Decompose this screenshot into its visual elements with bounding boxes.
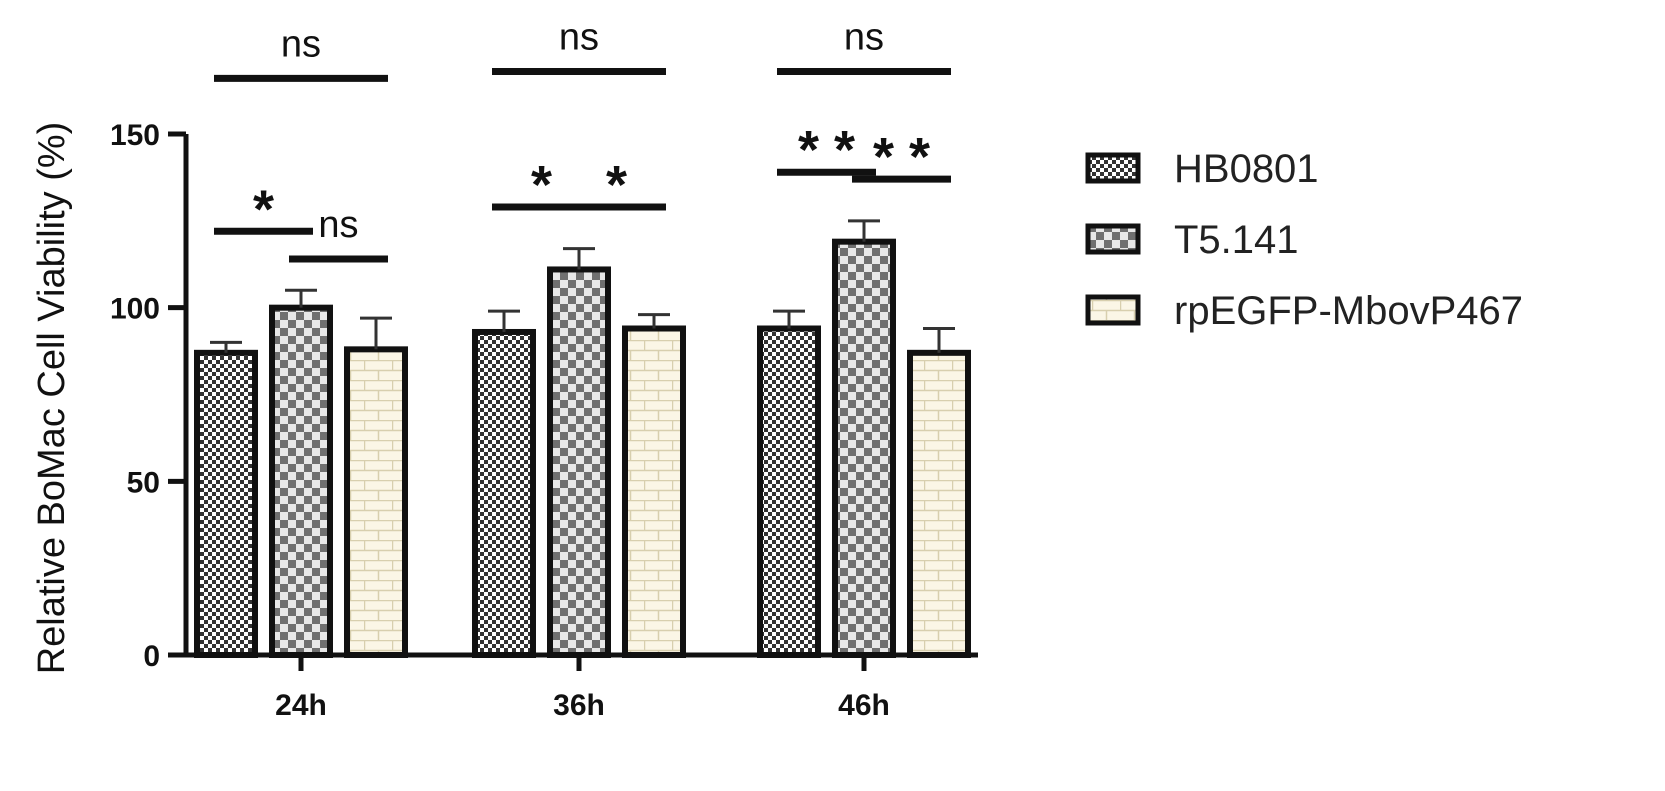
- y-axis-label: Relative BoMac Cell Viability (%): [31, 122, 73, 675]
- bar-hb0801-24h: [194, 349, 258, 658]
- legend-label: HB0801: [1174, 147, 1319, 191]
- y-tick-label: 0: [143, 640, 160, 673]
- legend-label: rpEGFP-MbovP467: [1174, 289, 1523, 333]
- y-tick-label: 150: [110, 119, 160, 152]
- significance-label: * *: [873, 127, 930, 187]
- x-tick-label: 46h: [838, 689, 890, 722]
- plot-area: 0 50 100 150 24h 36h 46h * ns ns * * ns * * * * ns: [110, 16, 978, 722]
- y-tick-label: 50: [127, 466, 160, 499]
- bar-hb0801-46h: [757, 325, 821, 658]
- bar-t5.141-24h: [269, 304, 333, 658]
- legend-swatch-t5.141: [1085, 223, 1141, 255]
- bar-rpegfp-mbovp467-24h: [344, 346, 408, 658]
- legend-swatch-hb0801: [1085, 152, 1141, 184]
- y-tick-label: 100: [110, 293, 160, 326]
- x-tick-label: 36h: [553, 689, 605, 722]
- bar-t5.141-46h: [832, 238, 896, 658]
- bar-t5.141-36h: [547, 266, 611, 658]
- legend-swatch-rpegfp-mbovp467: [1085, 294, 1141, 326]
- significance-label: * *: [798, 120, 855, 180]
- significance-label: *: [606, 155, 627, 215]
- significance-label: ns: [844, 16, 884, 58]
- significance-label: *: [253, 179, 274, 239]
- significance-label: ns: [318, 204, 358, 246]
- bar-rpegfp-mbovp467-36h: [622, 325, 686, 658]
- bar-hb0801-36h: [472, 328, 536, 658]
- legend: HB0801 T5.141 rpEGFP-MbovP467: [1085, 147, 1523, 333]
- significance-label: ns: [559, 16, 599, 58]
- significance-label: *: [531, 155, 552, 215]
- x-tick-label: 24h: [275, 689, 327, 722]
- legend-label: T5.141: [1174, 218, 1299, 262]
- bar-rpegfp-mbovp467-46h: [907, 349, 971, 658]
- significance-label: ns: [281, 23, 321, 65]
